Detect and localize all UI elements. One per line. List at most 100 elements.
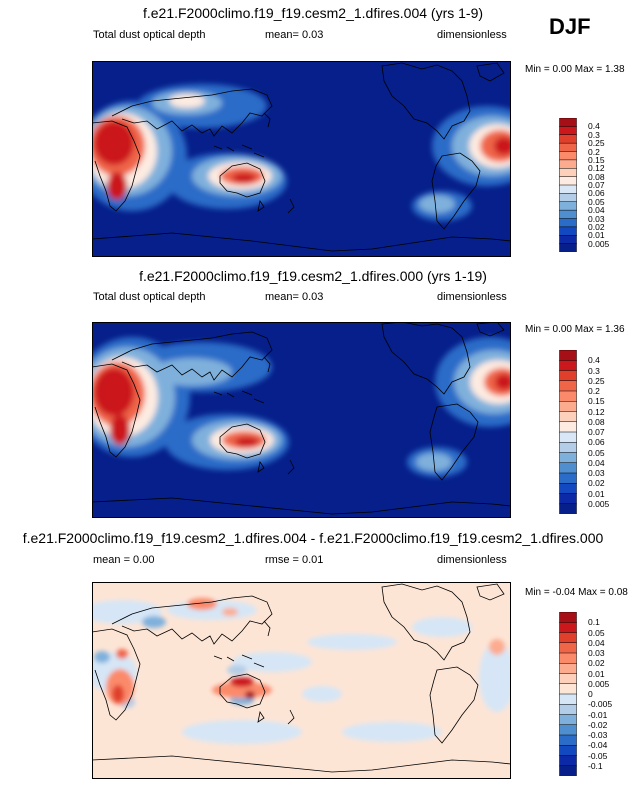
colorbar-tick-label: 0.01 bbox=[588, 230, 605, 241]
panel1-colorbar-labels: 0.4 0.3 0.25 0.2 0.15 0.12 0.08 0.07 0.06 0.05 0.0… bbox=[588, 118, 628, 252]
colorbar-swatch bbox=[559, 401, 577, 413]
colorbar-tick-label: -0.03 bbox=[588, 730, 608, 740]
colorbar-swatch bbox=[559, 390, 577, 402]
panel1-minmax: Min = 0.00 Max = 1.38 bbox=[525, 64, 625, 75]
colorbar-tick-label: 0.01 bbox=[588, 488, 605, 499]
panel3-colorbar-labels: 0.1 0.05 0.04 0.03 0.02 0.01 0.005 0 -0.005 -0.01… bbox=[588, 612, 628, 776]
panel1-field-label: Total dust optical depth bbox=[93, 29, 206, 41]
colorbar-swatch bbox=[559, 673, 577, 685]
colorbar-swatch bbox=[559, 483, 577, 495]
colorbar-swatch bbox=[559, 663, 577, 675]
colorbar-swatch bbox=[559, 218, 577, 228]
colorbar-tick-label: 0.05 bbox=[588, 447, 605, 458]
colorbar-swatch bbox=[559, 151, 577, 161]
colorbar-tick-label: 0.4 bbox=[588, 121, 600, 132]
colorbar-tick-label: 0.06 bbox=[588, 188, 605, 199]
panel2-colorbar bbox=[559, 350, 577, 514]
colorbar-tick-label: -0.02 bbox=[588, 719, 608, 730]
panel3-colorbar-swatches bbox=[559, 612, 577, 776]
colorbar-tick-label: 0.02 bbox=[588, 658, 605, 669]
colorbar-tick-label: 0.4 bbox=[588, 355, 600, 366]
colorbar-swatch bbox=[559, 642, 577, 654]
colorbar-tick-label: 0.05 bbox=[588, 627, 605, 638]
panel3-mean: mean = 0.00 bbox=[93, 554, 155, 566]
panel3-minmax: Min = -0.04 Max = 0.08 bbox=[525, 587, 628, 598]
colorbar-swatch bbox=[559, 745, 577, 757]
panel2-colorbar-labels: 0.4 0.3 0.25 0.2 0.15 0.12 0.08 0.07 0.06 0.05 0.0… bbox=[588, 350, 628, 514]
coastlines bbox=[92, 322, 511, 515]
panel1-map bbox=[92, 61, 511, 257]
colorbar-tick-label: 0.04 bbox=[588, 637, 605, 648]
colorbar-swatch bbox=[559, 452, 577, 464]
coastlines bbox=[92, 583, 511, 773]
colorbar-swatch bbox=[559, 142, 577, 153]
colorbar-tick-label: 0.3 bbox=[588, 365, 600, 376]
colorbar-swatch bbox=[559, 693, 577, 705]
panel3-title: f.e21.F2000climo.f19_f19.cesm2_1.dfires.… bbox=[22, 530, 604, 546]
difference-background bbox=[92, 582, 511, 779]
panel1-title: f.e21.F2000climo.f19_f19.cesm2_1.dfires.… bbox=[142, 5, 484, 21]
colorbar-swatch bbox=[559, 184, 577, 194]
colorbar-tick-label: 0.08 bbox=[588, 416, 605, 427]
panel1-colorbar bbox=[559, 118, 577, 252]
colorbar-swatch bbox=[559, 683, 577, 695]
colorbar-tick-label: 0.005 bbox=[588, 498, 610, 509]
colorbar-tick-label: 0.08 bbox=[588, 171, 605, 182]
colorbar-tick-label: -0.1 bbox=[588, 760, 603, 771]
colorbar-swatch bbox=[559, 652, 577, 664]
colorbar-swatch bbox=[559, 159, 577, 169]
difference-anomalies bbox=[92, 598, 511, 744]
colorbar-swatch bbox=[559, 421, 577, 433]
colorbar-tick-label: 0.07 bbox=[588, 427, 605, 437]
panel2-field-label: Total dust optical depth bbox=[93, 291, 206, 303]
colorbar-tick-label: 0.01 bbox=[588, 668, 605, 679]
panel3-colorbar bbox=[559, 612, 577, 776]
colorbar-swatch bbox=[559, 632, 577, 644]
coastlines bbox=[92, 62, 511, 252]
colorbar-tick-label: 0.03 bbox=[588, 648, 605, 658]
panel1-colorbar-swatches bbox=[559, 118, 577, 252]
panel3-units: dimensionless bbox=[437, 554, 507, 566]
colorbar-tick-label: -0.05 bbox=[588, 750, 608, 761]
panel1-units: dimensionless bbox=[437, 29, 507, 41]
season-label: DJF bbox=[549, 14, 591, 39]
colorbar-swatch bbox=[559, 134, 577, 144]
colorbar-swatch bbox=[559, 734, 577, 746]
panel3-rmse: rmse = 0.01 bbox=[265, 554, 324, 566]
colorbar-tick-label: 0.04 bbox=[588, 205, 605, 216]
colorbar-tick-label: -0.01 bbox=[588, 709, 608, 720]
colorbar-tick-label: 0.005 bbox=[588, 678, 610, 689]
panel2-minmax: Min = 0.00 Max = 1.36 bbox=[525, 324, 625, 335]
colorbar-tick-label: 0.005 bbox=[588, 238, 610, 249]
colorbar-swatch bbox=[559, 704, 577, 716]
panel1-mean: mean= 0.03 bbox=[265, 29, 324, 41]
colorbar-swatch bbox=[559, 350, 577, 361]
colorbar-swatch bbox=[559, 193, 577, 203]
colorbar-swatch bbox=[559, 755, 577, 767]
colorbar-swatch bbox=[559, 370, 577, 382]
colorbar-swatch bbox=[559, 118, 577, 127]
colorbar-tick-label: 0.1 bbox=[588, 617, 600, 628]
colorbar-swatch bbox=[559, 503, 577, 514]
colorbar-swatch bbox=[559, 462, 577, 474]
panel2-mean: mean= 0.03 bbox=[265, 291, 324, 303]
colorbar-tick-label: 0.2 bbox=[588, 146, 600, 157]
colorbar-tick-label: 0.12 bbox=[588, 406, 605, 417]
colorbar-swatch bbox=[559, 235, 577, 245]
colorbar-tick-label: 0.02 bbox=[588, 478, 605, 489]
colorbar-tick-label: -0.005 bbox=[588, 699, 613, 710]
colorbar-tick-label: 0.03 bbox=[588, 468, 605, 478]
colorbar-swatch bbox=[559, 201, 577, 211]
colorbar-tick-label: 0 bbox=[588, 689, 593, 699]
colorbar-swatch bbox=[559, 176, 577, 186]
colorbar-tick-label: 0.12 bbox=[588, 163, 605, 174]
colorbar-swatch bbox=[559, 380, 577, 392]
colorbar-tick-label: 0.07 bbox=[588, 180, 605, 190]
colorbar-swatch bbox=[559, 622, 577, 634]
colorbar-swatch bbox=[559, 360, 577, 372]
colorbar-tick-label: 0.25 bbox=[588, 138, 605, 149]
panel2-colorbar-swatches bbox=[559, 350, 577, 514]
colorbar-swatch bbox=[559, 411, 577, 423]
colorbar-tick-label: 0.05 bbox=[588, 196, 605, 207]
colorbar-tick-label: -0.04 bbox=[588, 740, 608, 751]
